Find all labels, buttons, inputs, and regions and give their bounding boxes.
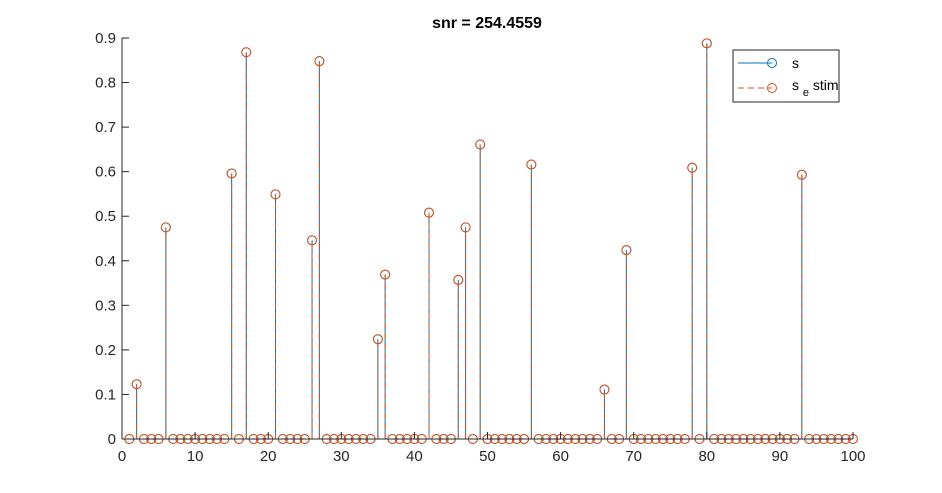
y-tick-label: 0.4 [95,253,116,270]
legend-marker-s [767,58,777,68]
y-tick-label: 0.6 [95,164,116,181]
legend-marker-s-estim [767,83,777,93]
legend-label-s-estim-sub: e [803,87,809,99]
stem-marker [453,274,464,285]
axes-layer: 0 10 20 30 40 50 60 70 80 90 100 0 0.1 0.2 0.3 0.4 0.5 0.… [95,30,865,465]
y-tick-label: 0.2 [95,342,116,359]
stem-marker [372,334,383,345]
stem-marker [270,189,281,200]
x-tick-label: 90 [772,448,789,465]
stem-marker [526,159,537,170]
x-tick-label: 60 [552,448,569,465]
x-tick-label: 70 [625,448,642,465]
y-tick-label: 0.5 [95,208,116,225]
y-tick-label: 0 [108,431,116,448]
y-tick-label: 0.9 [95,30,116,47]
x-tick-label: 40 [406,448,423,465]
stem-marker [424,207,435,218]
legend-label-s-estim-main: s [792,77,799,93]
y-tick-label: 0.7 [95,119,116,136]
stem-marker [131,379,142,390]
legend-label-s-estim: s e stim [792,77,839,99]
stem-marker [621,245,632,256]
legend-label-s: s [792,55,799,71]
stem-marker [475,139,486,150]
y-tick-label: 0.3 [95,297,116,314]
stem-marker [701,38,712,49]
x-tick-label: 50 [479,448,496,465]
stem-marker [307,235,318,246]
stem-marker [460,222,471,233]
x-tick-label: 30 [333,448,350,465]
legend-label-s-estim-rest: stim [813,77,839,93]
legend-box [732,49,840,103]
stem-marker [796,169,807,180]
y-tick-label: 0.1 [95,386,116,403]
x-tick-label: 10 [187,448,204,465]
x-tick-label: 80 [698,448,715,465]
x-tick-label: 20 [260,448,277,465]
stem-marker [160,222,171,233]
chart-title: snr = 254.4559 [432,15,542,32]
stem-marker [314,56,325,67]
stem-marker [599,384,610,395]
x-tick-label: 100 [840,448,865,465]
x-tick-label: 0 [118,448,126,465]
stem-marker [226,168,237,179]
y-tick-label: 0.8 [95,75,116,92]
legend: s s e stim [732,49,840,103]
stem-marker [241,47,252,58]
stem-marker [687,162,698,173]
stem-marker [380,269,391,280]
